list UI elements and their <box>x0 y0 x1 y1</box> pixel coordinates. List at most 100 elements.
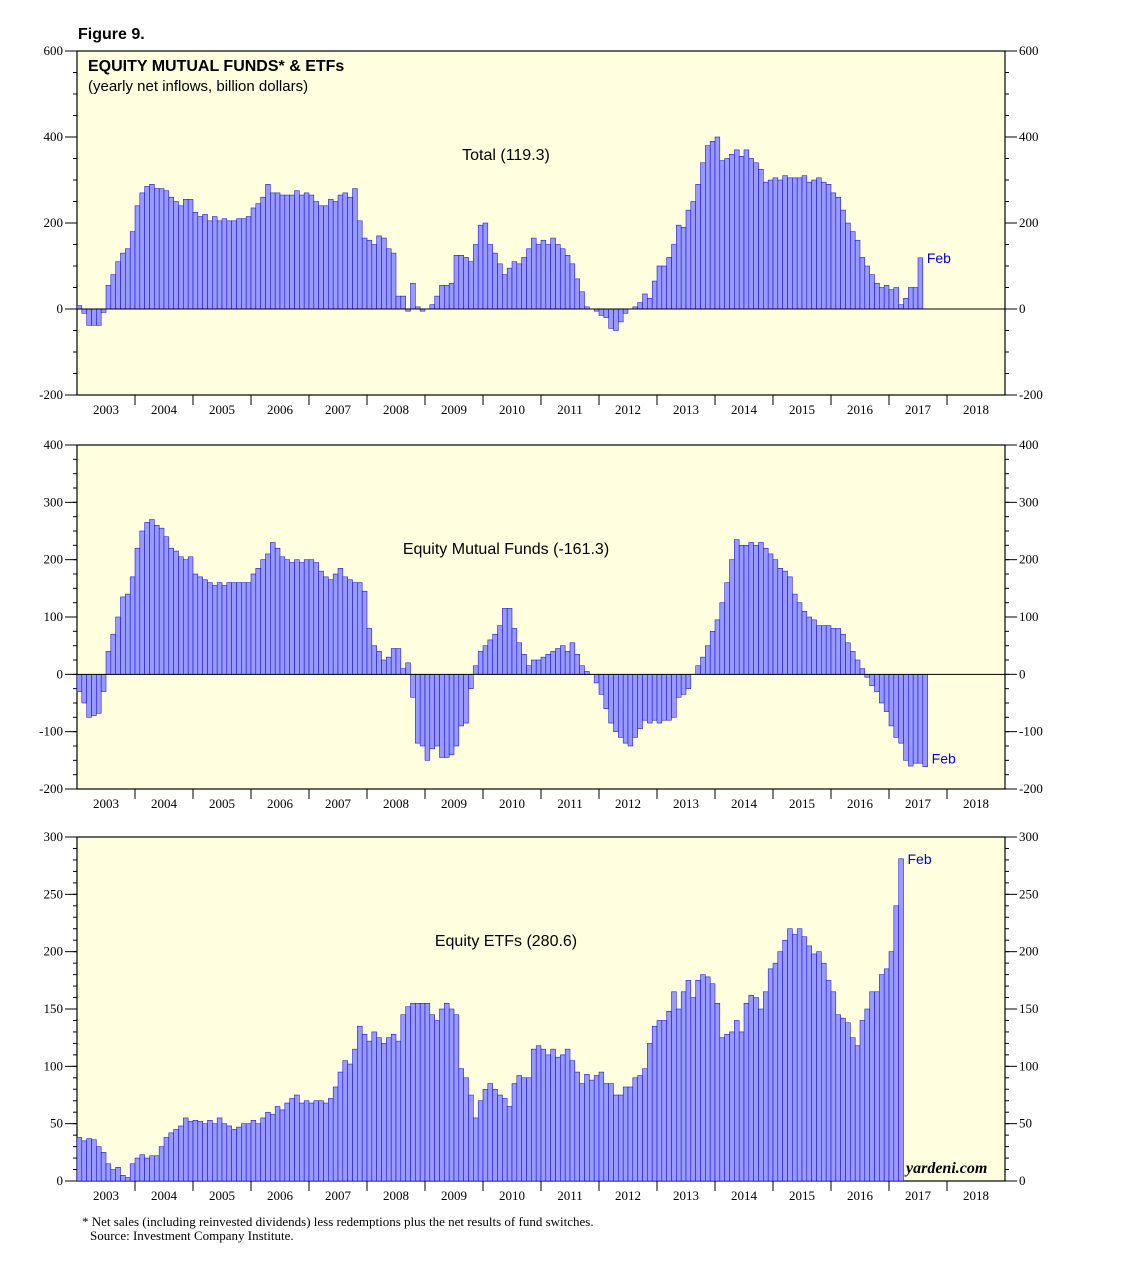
bar <box>656 1020 663 1182</box>
bar <box>299 1102 305 1182</box>
bar <box>758 542 764 675</box>
y-tick-label-left: 200 <box>44 552 64 567</box>
bar <box>154 188 160 310</box>
y-tick-label-left: 250 <box>44 886 64 901</box>
bar <box>168 1132 174 1182</box>
bar <box>260 1117 266 1182</box>
bar <box>574 654 580 675</box>
bar <box>637 674 643 730</box>
bar <box>260 196 266 310</box>
source-note: Source: Investment Company Institute. <box>90 1228 294 1243</box>
bar <box>540 1048 547 1182</box>
bar <box>854 239 861 310</box>
bar <box>115 1166 121 1182</box>
y-tick-label-left: 200 <box>44 215 64 230</box>
bar <box>869 274 875 310</box>
y-tick-label-right: 400 <box>1019 129 1039 144</box>
bar <box>545 1054 551 1182</box>
bar <box>618 308 624 323</box>
bar <box>850 1037 856 1182</box>
bar <box>767 553 774 675</box>
y-tick-label-right: 200 <box>1019 215 1039 230</box>
bar <box>318 205 324 310</box>
bar <box>782 175 788 310</box>
bar <box>342 192 348 310</box>
bar <box>709 983 716 1182</box>
bar <box>144 522 150 675</box>
bar <box>299 194 305 310</box>
bar <box>250 1119 257 1182</box>
x-year-label: 2005 <box>209 1188 235 1203</box>
bar <box>342 1060 348 1182</box>
bar <box>792 934 798 1182</box>
x-year-label: 2016 <box>847 402 874 417</box>
bar <box>903 674 909 761</box>
bar <box>96 308 102 326</box>
bar <box>608 1083 614 1182</box>
x-year-label: 2007 <box>325 402 352 417</box>
bar <box>347 196 353 310</box>
bar <box>622 1086 629 1182</box>
bar <box>811 953 817 1182</box>
bar <box>651 280 658 310</box>
bar <box>772 559 779 675</box>
bar <box>550 651 556 675</box>
bar <box>86 1138 92 1182</box>
y-tick-label-left: 200 <box>44 944 64 959</box>
bar <box>361 1033 368 1182</box>
x-year-label: 2016 <box>847 1188 874 1203</box>
bar <box>318 570 324 675</box>
bar <box>811 179 817 310</box>
bar <box>337 568 344 675</box>
bar <box>796 602 803 675</box>
bar <box>303 1100 310 1182</box>
bar <box>560 248 566 310</box>
bar <box>627 1086 634 1182</box>
footnote: * Net sales (including reinvested divide… <box>82 1214 594 1229</box>
y-tick-label-right: 200 <box>1019 944 1039 959</box>
y-tick-label-right: 300 <box>1019 829 1039 844</box>
bar <box>468 674 474 689</box>
bar <box>497 263 503 310</box>
bar <box>395 648 402 675</box>
bar <box>816 177 822 310</box>
bar <box>308 1102 315 1182</box>
bar <box>801 175 808 310</box>
bar <box>850 231 856 310</box>
bar <box>898 304 904 310</box>
bar <box>613 1094 619 1182</box>
bar <box>289 194 295 310</box>
bar <box>579 665 585 675</box>
x-year-label: 2008 <box>383 1188 409 1203</box>
bar <box>555 1056 561 1182</box>
y-tick-label-right: 400 <box>1019 437 1039 452</box>
bar <box>468 261 474 310</box>
x-year-label: 2015 <box>789 1188 815 1203</box>
bar <box>560 645 566 675</box>
bar <box>487 1083 493 1182</box>
bar <box>477 224 484 310</box>
bar <box>105 1163 112 1182</box>
bar <box>622 308 629 314</box>
bar <box>192 573 199 675</box>
bar <box>284 1102 290 1182</box>
bar <box>801 611 808 675</box>
bar <box>482 222 489 310</box>
bar <box>705 976 711 1182</box>
bar <box>767 968 774 1182</box>
bar <box>647 1043 653 1182</box>
bar <box>835 1014 841 1182</box>
x-year-label: 2017 <box>905 402 932 417</box>
bar <box>680 991 687 1182</box>
bar <box>313 1100 319 1182</box>
bar <box>120 252 126 310</box>
bar <box>221 1123 228 1182</box>
bar <box>680 227 687 310</box>
y-tick-label-right: 100 <box>1019 1058 1039 1073</box>
bar <box>439 674 445 758</box>
bar <box>535 244 542 310</box>
bar <box>526 248 532 310</box>
bar <box>120 596 126 675</box>
x-year-label: 2003 <box>93 796 119 811</box>
bar <box>323 205 329 310</box>
